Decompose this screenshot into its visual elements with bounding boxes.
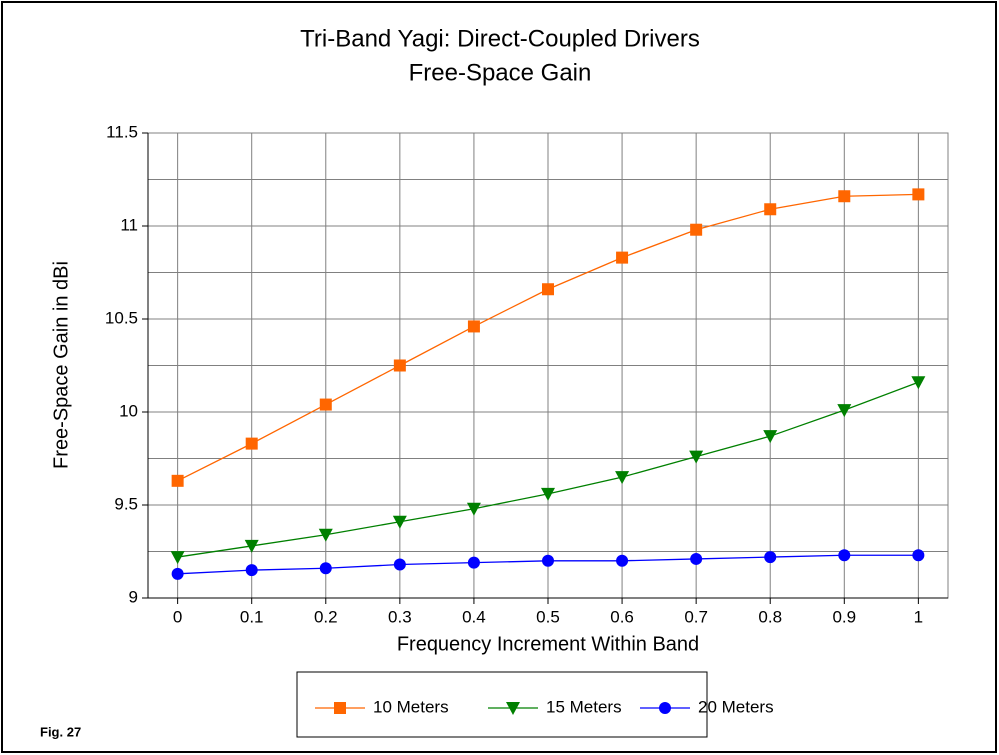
marker (690, 552, 703, 565)
marker (911, 376, 926, 390)
marker (392, 515, 407, 529)
marker (318, 528, 333, 542)
legend-box (296, 671, 708, 738)
marker (334, 702, 346, 714)
marker (170, 551, 185, 565)
marker (541, 487, 555, 501)
marker (615, 471, 630, 485)
y-tick-label: 10 (119, 401, 138, 420)
x-tick-label: 0.3 (388, 607, 412, 626)
marker (763, 430, 778, 444)
y-axis-label: Free-Space Gain in dBi (50, 261, 72, 469)
marker (764, 551, 777, 564)
y-tick-label: 10.5 (105, 308, 138, 327)
marker (245, 564, 258, 577)
chart-subtitle: Free-Space Gain (409, 59, 592, 86)
x-axis-label: Frequency Increment Within Band (397, 633, 699, 655)
legend-label: 10 Meters (373, 697, 449, 716)
y-tick-label: 9.5 (114, 494, 138, 513)
x-tick-label: 0.6 (610, 607, 634, 626)
marker (467, 320, 480, 333)
x-tick-label: 0.2 (314, 607, 338, 626)
marker (912, 549, 925, 562)
marker (467, 556, 480, 569)
marker (171, 474, 184, 487)
chart-title: Tri-Band Yagi: Direct-Coupled Drivers (300, 25, 700, 52)
marker (171, 567, 184, 580)
marker (616, 251, 629, 264)
y-tick-label: 9 (129, 587, 138, 606)
x-tick-label: 0.5 (536, 607, 560, 626)
marker (837, 404, 852, 418)
marker (466, 502, 481, 516)
marker (689, 450, 704, 464)
marker (393, 558, 406, 571)
figure-label: Fig. 27 (40, 724, 81, 739)
legend-label: 20 Meters (698, 697, 774, 716)
y-tick-label: 11.5 (106, 122, 138, 141)
x-tick-label: 0.9 (832, 607, 856, 626)
marker (838, 190, 851, 203)
marker (542, 554, 554, 567)
marker (912, 188, 925, 201)
marker (659, 702, 671, 714)
y-tick-label: 11 (120, 215, 138, 234)
legend-label: 15 Meters (546, 697, 622, 716)
marker (319, 562, 332, 575)
x-tick-label: 1 (914, 607, 923, 626)
marker (764, 203, 777, 216)
x-tick-label: 0 (173, 607, 182, 626)
marker (506, 702, 520, 715)
marker (616, 554, 629, 567)
marker (319, 398, 332, 411)
marker (542, 283, 554, 296)
x-tick-label: 0.1 (240, 607, 264, 626)
marker (690, 223, 703, 236)
marker (245, 437, 258, 450)
marker (244, 539, 259, 553)
marker (838, 549, 851, 562)
x-tick-label: 0.7 (684, 607, 708, 626)
x-tick-label: 0.8 (758, 607, 782, 626)
x-tick-label: 0.4 (462, 607, 486, 626)
marker (393, 359, 406, 372)
